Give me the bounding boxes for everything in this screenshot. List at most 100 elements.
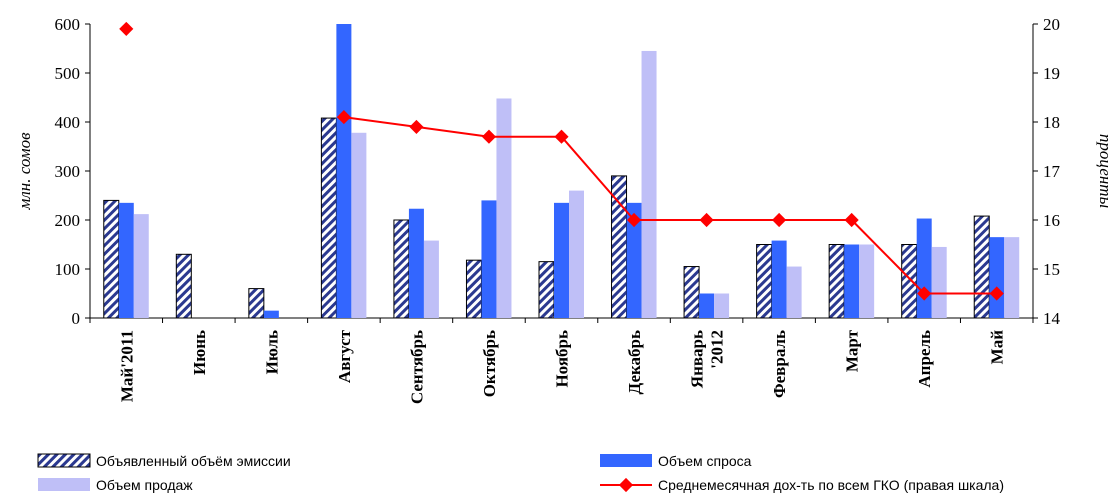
- category-label-line: Октябрь: [480, 330, 499, 397]
- bar-sales: [423, 240, 439, 318]
- right-axis-ticks: 14 15 16 17 18 19 20: [1033, 15, 1061, 328]
- category-label: Август: [335, 329, 354, 383]
- category-label: Июнь: [190, 330, 209, 375]
- bar-demand: [408, 208, 424, 318]
- right-tick-label: 14: [1043, 309, 1061, 328]
- category-label-line: Май: [988, 330, 1007, 365]
- category-label: Июль: [262, 330, 281, 374]
- category-label-line: Декабрь: [625, 330, 644, 394]
- category-label: Ноябрь: [553, 330, 572, 388]
- legend-swatch-demand: [600, 454, 652, 467]
- category-label: Декабрь: [625, 330, 644, 394]
- category-label-line: Июль: [262, 330, 281, 374]
- legend-label-emission: Объявленный объём эмиссии: [96, 453, 291, 469]
- yield-point: [626, 212, 642, 228]
- bar-sales: [496, 98, 512, 318]
- bar-demand: [844, 244, 860, 318]
- yield-point: [917, 286, 932, 301]
- legend-item-sales: Объем продаж: [38, 477, 193, 493]
- category-label: Май: [988, 330, 1007, 365]
- legend-label-yield: Среднемесячная дох-ть по всем ГКО (права…: [658, 477, 1004, 493]
- legend-swatch-sales: [38, 478, 90, 491]
- legend-label-sales: Объем продаж: [96, 477, 193, 493]
- y2-axis-title: проценты: [1096, 134, 1115, 208]
- left-tick-label: 200: [55, 211, 81, 230]
- bar-sales: [569, 190, 584, 318]
- bar-emission: [538, 261, 555, 319]
- bar-emission: [901, 244, 918, 319]
- yield-line-segment: [343, 116, 417, 128]
- yield-line-segment: [416, 125, 490, 138]
- bar-demand: [916, 218, 932, 318]
- left-tick-label: 0: [72, 309, 81, 328]
- left-tick-label: 400: [55, 113, 81, 132]
- left-tick-label: 300: [55, 162, 81, 181]
- bar-sales: [714, 293, 730, 318]
- bar-emission: [103, 199, 120, 319]
- bar-demand: [989, 237, 1005, 318]
- category-label-line: Март: [843, 329, 862, 372]
- category-label: Февраль: [770, 330, 789, 398]
- bar-emission: [828, 244, 845, 319]
- category-label-line: Сентябрь: [407, 330, 426, 404]
- yield-point: [409, 119, 424, 134]
- bar-demand: [263, 310, 279, 318]
- legend-swatch-yield-marker: [618, 477, 634, 493]
- category-label-line: Июнь: [190, 330, 209, 375]
- bar-sales: [133, 214, 149, 318]
- legend-item-yield: Среднемесячная дох-ть по всем ГКО (права…: [600, 477, 1004, 493]
- legend-swatch-emission: [37, 453, 91, 468]
- yield-point: [699, 212, 714, 228]
- bar-sales: [641, 50, 657, 318]
- category-label-line: Май'2011: [117, 330, 136, 402]
- category-label-line: Апрель: [915, 330, 934, 388]
- right-tick-label: 15: [1043, 260, 1060, 279]
- category-label: Апрель: [915, 330, 934, 388]
- bar-sales: [1004, 237, 1020, 318]
- bar-sales: [859, 244, 875, 318]
- right-tick-label: 16: [1043, 211, 1060, 230]
- category-label: Сентябрь: [407, 330, 426, 404]
- yield-point: [989, 286, 1004, 301]
- y-axis-title: млн. сомов: [15, 132, 34, 211]
- bar-demand: [336, 24, 352, 318]
- bar-emission: [320, 117, 337, 319]
- bar-demand: [554, 202, 569, 318]
- right-tick-label: 20: [1043, 15, 1060, 34]
- bar-demand: [118, 202, 134, 318]
- category-label: Октябрь: [480, 330, 499, 397]
- bars: [103, 24, 1020, 319]
- yield-point: [336, 110, 351, 125]
- yield-point: [554, 129, 569, 144]
- left-tick-label: 600: [55, 15, 81, 34]
- right-tick-label: 17: [1043, 162, 1061, 181]
- category-label-line: Январь: [688, 330, 707, 388]
- category-label-line: Февраль: [770, 330, 789, 398]
- category-label: Январь'2012: [688, 330, 727, 388]
- category-label: Май'2011: [117, 330, 136, 402]
- yield-point: [481, 129, 497, 144]
- yield-point: [772, 212, 787, 228]
- bar-emission: [465, 259, 482, 319]
- category-label-line: '2012: [708, 330, 727, 369]
- yield-line-segment: [560, 136, 635, 221]
- yield-point: [844, 212, 859, 228]
- bar-emission: [973, 215, 990, 319]
- bar-demand: [699, 293, 715, 318]
- legend: Объявленный объём эмиссии Объем спроса О…: [37, 453, 1004, 493]
- right-tick-label: 18: [1043, 113, 1060, 132]
- category-label-line: Ноябрь: [553, 330, 572, 388]
- yield-point: [119, 21, 134, 36]
- bar-emission: [175, 253, 192, 319]
- bar-demand: [771, 240, 787, 318]
- legend-item-emission: Объявленный объём эмиссии: [37, 453, 291, 469]
- bar-sales: [786, 266, 802, 318]
- right-tick-label: 19: [1043, 64, 1060, 83]
- left-tick-label: 100: [55, 260, 81, 279]
- bar-emission: [393, 219, 410, 319]
- category-label-line: Август: [335, 329, 354, 383]
- left-tick-label: 500: [55, 64, 81, 83]
- category-labels: Май'2011 Июнь Июль Август Сентябрь Октябрь Ноя…: [89, 318, 1034, 404]
- category-label: Март: [843, 329, 862, 372]
